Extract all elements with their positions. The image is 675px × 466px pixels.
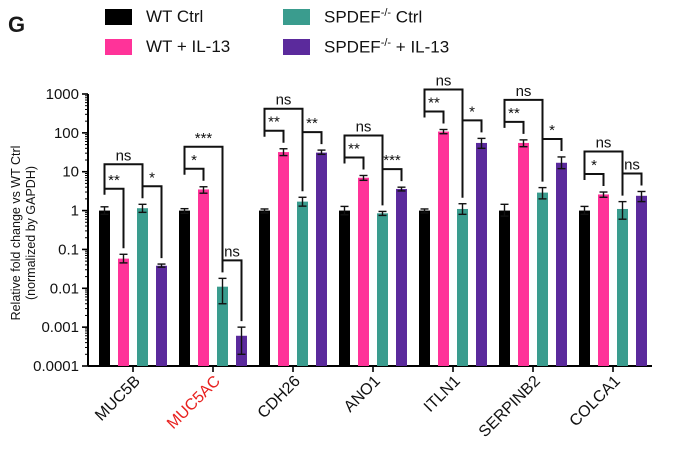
x-tick-label: ANO1: [341, 373, 384, 416]
significance-label: ns: [224, 243, 240, 260]
significance-bracket: [621, 172, 643, 196]
significance-label: ns: [516, 83, 532, 100]
bar: [636, 195, 647, 366]
y-tick-label: 0.1: [58, 241, 79, 258]
bar: [518, 142, 529, 366]
x-tick-label: COLCA1: [567, 373, 624, 430]
bar: [339, 210, 350, 366]
significance-label: ns: [596, 134, 612, 151]
significance-label: **: [108, 172, 120, 189]
significance-bracket: [263, 107, 304, 133]
significance-bracket: [423, 88, 464, 121]
x-tick-label: SERPINB2: [476, 373, 544, 441]
bar: [217, 286, 228, 366]
bar: [259, 210, 270, 366]
legend-item-wt-il13: WT + IL-13: [105, 36, 230, 58]
x-tick-label: MUC5B: [92, 373, 144, 425]
significance-label: ns: [624, 156, 640, 173]
legend-item-spdef-il13: SPDEF-/- + IL-13: [283, 36, 449, 58]
legend-label-spdef-il13: SPDEF-/- + IL-13: [324, 36, 450, 57]
legend-label-wt-il13: WT + IL-13: [146, 37, 231, 56]
legend-label-wt-ctrl: WT Ctrl: [146, 7, 204, 26]
significance-label: ns: [276, 92, 292, 109]
bar: [118, 258, 129, 366]
significance-bracket: [503, 120, 525, 134]
significance-bracket: [343, 134, 384, 170]
bar: [99, 210, 110, 366]
bar: [396, 188, 407, 366]
legend-swatch-wt-ctrl: [105, 9, 132, 25]
significance-bracket: [423, 110, 445, 124]
y-tick-label: 100: [54, 125, 79, 142]
significance-label: **: [348, 140, 360, 157]
bar: [297, 201, 308, 366]
significance-bracket: [583, 173, 605, 187]
significance-label: ns: [436, 73, 452, 90]
bar: [598, 194, 609, 366]
significance-bracket: [221, 259, 243, 322]
legend-item-wt-ctrl: WT Ctrl: [105, 6, 203, 28]
bar: [476, 142, 487, 366]
y-tick-label: 10: [62, 164, 79, 181]
significance-bracket: [141, 185, 163, 259]
significance-label: *: [591, 157, 597, 174]
significance-bracket: [183, 145, 224, 261]
x-tick-label: ITLN1: [421, 373, 464, 416]
x-tick-label: MUC5AC: [164, 373, 224, 433]
significance-label: ns: [116, 147, 132, 164]
legend-label-spdef-ctrl: SPDEF-/- Ctrl: [324, 6, 423, 27]
bar: [278, 152, 289, 366]
significance-bracket: [183, 167, 205, 181]
bar: [579, 210, 590, 366]
significance-bracket: [541, 137, 563, 182]
bar: [556, 162, 567, 366]
bar: [358, 177, 369, 366]
significance-bracket: [343, 156, 365, 170]
y-tick-label: 1000: [46, 86, 79, 103]
significance-label: **: [268, 114, 280, 131]
significance-bracket: [461, 119, 483, 198]
legend-swatch-spdef-il13: [283, 39, 310, 55]
significance-bracket: [381, 168, 403, 206]
panel-letter: G: [8, 12, 26, 37]
bar: [156, 265, 167, 366]
bar: [137, 208, 148, 366]
significance-label: *: [469, 103, 475, 120]
significance-bracket: [503, 98, 544, 139]
significance-label: ***: [383, 152, 401, 169]
significance-bracket: [103, 163, 144, 189]
bar: [537, 192, 548, 366]
significance-bracket: [103, 187, 125, 249]
significance-label: *: [149, 169, 155, 186]
significance-label: **: [428, 95, 440, 112]
bar: [419, 210, 430, 366]
bar: [377, 213, 388, 366]
bar: [316, 152, 327, 366]
bar: [499, 210, 510, 366]
significance-bracket: [583, 150, 624, 175]
y-tick-label: 1: [71, 203, 79, 220]
significance-bracket: [263, 129, 285, 143]
significance-label: ns: [356, 118, 372, 135]
significance-label: **: [508, 105, 520, 122]
significance-label: **: [306, 115, 318, 132]
significance-label: ***: [195, 130, 213, 147]
significance-label: *: [549, 122, 555, 139]
y-tick-label: 0.0001: [33, 358, 79, 375]
significance-label: *: [191, 152, 197, 169]
bar: [438, 131, 449, 366]
bar: [457, 208, 468, 366]
bar: [198, 189, 209, 366]
legend-swatch-wt-il13: [105, 39, 132, 55]
legend-swatch-spdef-ctrl: [283, 9, 310, 25]
legend-item-spdef-ctrl: SPDEF-/- Ctrl: [283, 6, 422, 28]
y-tick-label: 0.01: [50, 280, 79, 297]
significance-bracket: [301, 131, 323, 192]
bar: [179, 210, 190, 366]
y-tick-label: 0.001: [41, 319, 79, 336]
x-tick-label: CDH26: [255, 373, 304, 422]
bar: [617, 208, 628, 366]
